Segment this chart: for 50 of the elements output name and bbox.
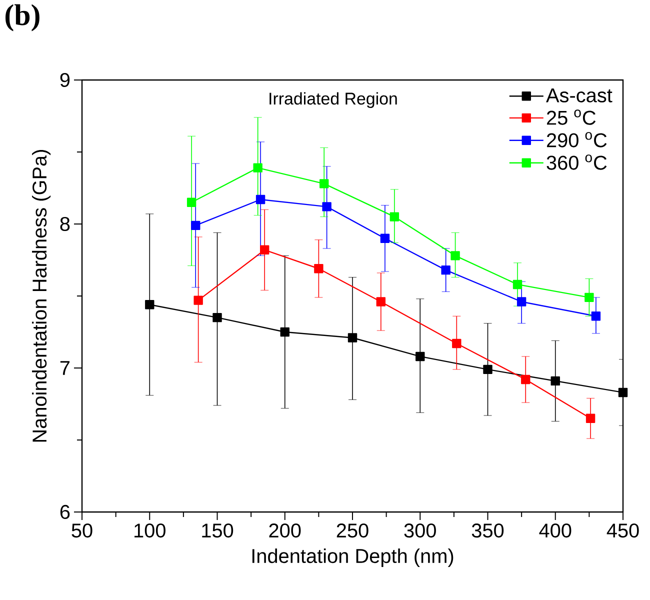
point [260, 245, 270, 255]
x-tick-label: 300 [404, 524, 436, 538]
point [586, 414, 596, 423]
y-tick-label: 7 [60, 361, 70, 375]
point [194, 296, 203, 305]
x-tick-label: 450 [606, 524, 639, 538]
x-tick-label: 200 [269, 524, 301, 538]
point [516, 297, 526, 306]
point [483, 364, 492, 374]
y-tick-label: 8 [60, 216, 70, 232]
point [591, 312, 601, 321]
point [186, 198, 196, 207]
x-tick-label: 350 [472, 524, 504, 538]
point [253, 163, 262, 172]
text: (b) [6, 4, 40, 32]
y-tick-label: 9 [60, 72, 70, 88]
point [322, 202, 332, 212]
point [521, 374, 530, 384]
point [314, 264, 324, 274]
x-tick-label: 50 [72, 524, 92, 538]
point [212, 312, 222, 322]
point [145, 300, 154, 310]
point [320, 179, 329, 188]
y-tick-label: 6 [60, 504, 70, 520]
legend-label: 290 $^{o}$C [546, 132, 607, 148]
y-axis-title: Nanoindentation Hardness (GPa) [32, 150, 51, 442]
point [441, 265, 450, 275]
point [380, 234, 390, 243]
point [618, 388, 628, 398]
legend-label: As-cast [546, 88, 612, 102]
x-tick-label: 400 [539, 524, 572, 538]
point [280, 327, 290, 337]
point [512, 280, 522, 290]
point [376, 297, 386, 306]
point [348, 333, 358, 342]
x-tick-label: 100 [134, 524, 166, 538]
legend-label: 25 $^{o}$C [546, 110, 596, 125]
point [550, 376, 560, 386]
point [450, 251, 460, 260]
point [390, 212, 400, 222]
annotation: Irradiated Region [270, 92, 397, 108]
legend-label: 360 $^{o}$C [546, 154, 607, 170]
point [191, 220, 200, 230]
x-tick-label: 150 [202, 524, 234, 538]
x-tick-label: 250 [336, 524, 368, 538]
point [584, 292, 594, 302]
x-axis-title: Indentation Depth (nm) [252, 548, 454, 568]
point [256, 194, 266, 204]
point [416, 352, 425, 362]
point [452, 338, 462, 348]
